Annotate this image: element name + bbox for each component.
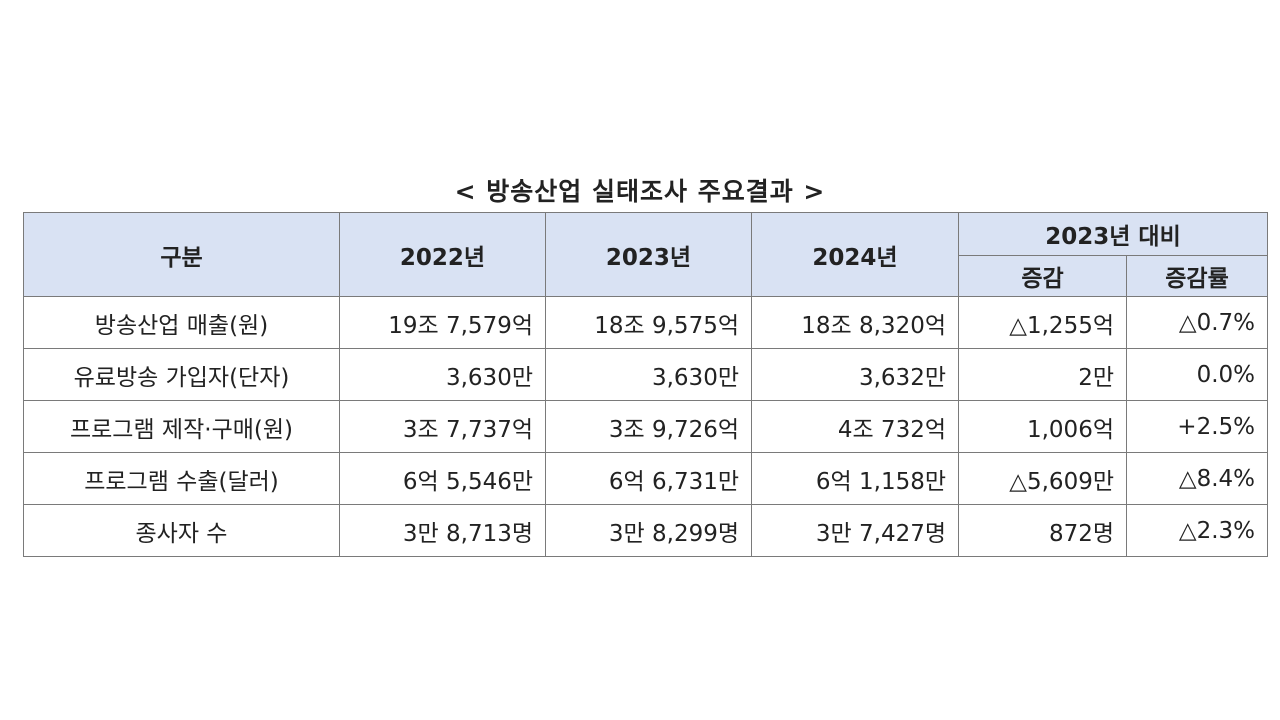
cell-2022: 3조 7,737억	[339, 400, 546, 453]
cell-change: △5,609만	[958, 452, 1127, 505]
row-unit: (원)	[229, 312, 269, 339]
cell-rate: △2.3%	[1125, 504, 1269, 557]
header-year-2024: 2024년	[751, 212, 959, 297]
cell-2024: 6억 1,158만	[751, 452, 959, 505]
cell-2022: 3만 8,713명	[339, 504, 546, 557]
cell-2023: 3조 9,726억	[545, 400, 752, 453]
cell-change: 1,006억	[958, 400, 1127, 453]
cell-2024: 3만 7,427명	[751, 504, 959, 557]
row-label: 프로그램 수출(달러)	[23, 452, 340, 505]
cell-2022: 19조 7,579억	[339, 296, 546, 349]
cell-2023: 18조 9,575억	[545, 296, 752, 349]
cell-2024: 18조 8,320억	[751, 296, 959, 349]
row-unit: (단자)	[229, 364, 290, 391]
row-label: 유료방송 가입자(단자)	[23, 348, 340, 401]
header-year-2022: 2022년	[339, 212, 546, 297]
cell-rate: 0.0%	[1125, 348, 1269, 401]
cell-change: △1,255억	[958, 296, 1127, 349]
header-change-rate: 증감률	[1125, 255, 1269, 297]
table-row: 프로그램 수출(달러) 6억 5,546만 6억 6,731만 6억 1,158…	[23, 452, 1269, 505]
row-label-text: 종사자 수	[135, 520, 228, 547]
cell-2022: 3,630만	[339, 348, 546, 401]
row-label: 프로그램 제작·구매(원)	[23, 400, 340, 453]
table-row: 유료방송 가입자(단자) 3,630만 3,630만 3,632만 2만 0.0…	[23, 348, 1269, 401]
cell-2024: 4조 732억	[751, 400, 959, 453]
table-row: 종사자 수 3만 8,713명 3만 8,299명 3만 7,427명 872명…	[23, 504, 1269, 557]
results-table: 구분 2022년 2023년 2024년 2023년 대비 증감 증감률 방송산…	[23, 212, 1269, 557]
table-row: 방송산업 매출(원) 19조 7,579억 18조 9,575억 18조 8,3…	[23, 296, 1269, 349]
cell-2023: 3,630만	[545, 348, 752, 401]
cell-rate: △8.4%	[1125, 452, 1269, 505]
cell-rate: △0.7%	[1125, 296, 1269, 349]
header-category: 구분	[23, 212, 340, 297]
subheader-row: 증감 증감률	[24, 255, 1269, 297]
cell-2023: 6억 6,731만	[545, 452, 752, 505]
cell-change: 872명	[958, 504, 1127, 557]
header-year-2023: 2023년	[545, 212, 752, 297]
cell-2024: 3,632만	[751, 348, 959, 401]
header-row: 구분 2022년 2023년 2024년 2023년 대비	[23, 212, 1269, 297]
row-label-text: 방송산업 매출	[94, 312, 230, 339]
row-unit: (달러)	[218, 468, 279, 495]
row-unit: (원)	[253, 416, 293, 443]
table-title: < 방송산업 실태조사 주요결과 >	[454, 177, 826, 206]
cell-change: 2만	[958, 348, 1127, 401]
cell-2022: 6억 5,546만	[339, 452, 546, 505]
cell-2023: 3만 8,299명	[545, 504, 752, 557]
row-label-text: 유료방송 가입자	[73, 364, 230, 391]
cell-rate: +2.5%	[1125, 400, 1269, 453]
row-label-text: 프로그램 수출	[84, 468, 219, 495]
row-label: 방송산업 매출(원)	[23, 296, 340, 349]
row-label: 종사자 수	[23, 504, 340, 557]
header-comparison: 2023년 대비	[957, 212, 1269, 256]
row-label-text: 프로그램 제작·구매	[69, 416, 254, 443]
table-row: 프로그램 제작·구매(원) 3조 7,737억 3조 9,726억 4조 732…	[23, 400, 1269, 453]
header-change: 증감	[958, 255, 1127, 297]
